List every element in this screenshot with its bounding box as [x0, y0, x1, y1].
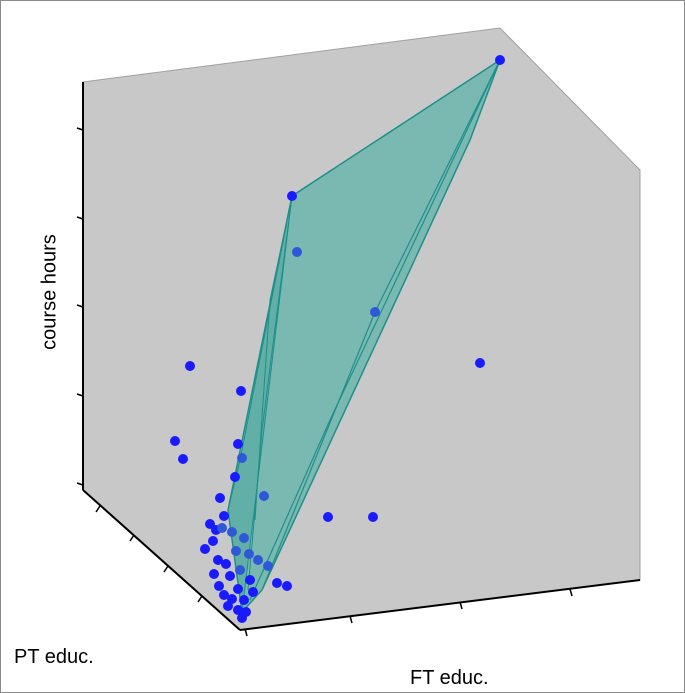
ft-axis-label: FT educ. — [410, 667, 489, 689]
data-point — [219, 511, 229, 521]
data-point — [231, 546, 241, 556]
data-point — [208, 536, 218, 546]
data-point — [213, 555, 223, 565]
data-point — [272, 578, 282, 588]
data-point — [263, 561, 273, 571]
data-point — [200, 544, 210, 554]
data-point — [237, 613, 247, 623]
data-point — [370, 307, 380, 317]
pt-tick — [197, 595, 203, 603]
data-point — [495, 55, 505, 65]
data-point — [244, 549, 254, 559]
data-point — [323, 512, 333, 522]
z-tick — [76, 127, 84, 131]
data-point — [225, 571, 235, 581]
data-point — [253, 555, 263, 565]
pt-tick — [95, 505, 101, 513]
pt-axis-label: PT educ. — [14, 646, 94, 668]
data-point — [237, 453, 247, 463]
ft-axis-line — [239, 579, 641, 631]
data-point — [368, 512, 378, 522]
data-point — [185, 361, 195, 371]
data-point — [292, 247, 302, 257]
data-point — [215, 493, 225, 503]
z-tick — [76, 216, 84, 220]
ft-axis-ticks — [244, 588, 573, 637]
z-tick — [76, 482, 84, 486]
data-point — [219, 590, 229, 600]
hull-edge — [254, 195, 293, 521]
data-point — [282, 581, 292, 591]
hull-edge — [247, 195, 293, 591]
pt-axis-line — [82, 489, 241, 631]
data-point — [235, 565, 245, 575]
pt-axis-ticks — [95, 505, 203, 603]
data-point — [170, 436, 180, 446]
data-point — [287, 191, 297, 201]
data-point — [230, 472, 240, 482]
data-point — [178, 454, 188, 464]
hull-edge — [249, 59, 501, 601]
data-point — [209, 569, 219, 579]
ft-tick — [349, 615, 353, 624]
data-point — [239, 595, 249, 605]
data-point — [245, 575, 255, 585]
data-point — [475, 358, 485, 368]
z-tick — [76, 304, 84, 308]
ft-tick — [569, 588, 573, 597]
z-axis-ticks — [76, 127, 84, 486]
data-point — [236, 386, 246, 396]
data-point — [223, 601, 233, 611]
data-point — [233, 584, 243, 594]
ft-tick — [244, 628, 248, 637]
z-axis-label: course hours — [38, 234, 61, 350]
z-tick — [76, 393, 84, 397]
data-point — [259, 491, 269, 501]
data-point — [214, 581, 224, 591]
pt-tick — [129, 534, 135, 542]
data-points — [170, 55, 505, 623]
data-point — [221, 559, 231, 569]
ft-tick — [459, 601, 463, 610]
data-point — [233, 605, 243, 615]
pt-tick — [163, 565, 169, 573]
data-point — [233, 439, 243, 449]
data-point — [217, 523, 227, 533]
data-point — [239, 533, 249, 543]
data-point — [227, 527, 237, 537]
data-point — [248, 587, 258, 597]
